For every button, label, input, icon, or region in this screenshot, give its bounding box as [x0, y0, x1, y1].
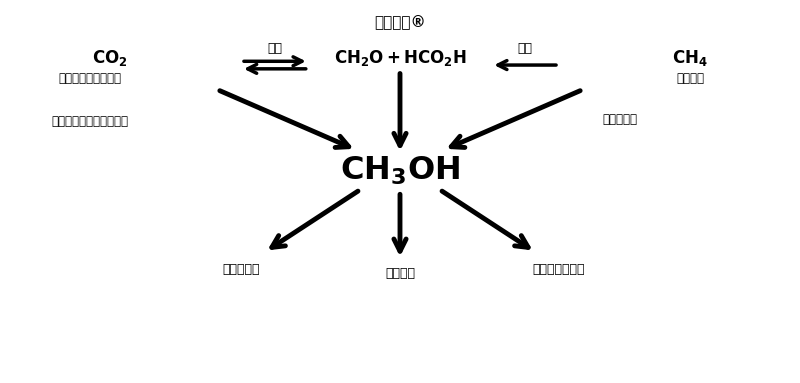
Text: 还原: 还原: [268, 42, 282, 55]
Text: 选择性氧化: 选择性氧化: [602, 113, 638, 126]
Text: 燃料电池: 燃料电池: [385, 267, 415, 280]
Text: 在水中加氢或电化学还原: 在水中加氢或电化学还原: [52, 115, 129, 128]
Text: $\mathbf{CH_2O + HCO_2H}$: $\mathbf{CH_2O + HCO_2H}$: [334, 47, 466, 67]
Text: $\mathbf{CH_3OH}$: $\mathbf{CH_3OH}$: [340, 155, 460, 187]
Text: 甲醇经济®: 甲醇经济®: [374, 14, 426, 29]
Text: $\mathbf{CH_4}$: $\mathbf{CH_4}$: [672, 47, 708, 67]
Text: 储能和燃料: 储能和燃料: [222, 263, 260, 276]
Text: 合成烃及其产物: 合成烃及其产物: [533, 263, 585, 276]
Text: 天然来源: 天然来源: [676, 72, 704, 85]
Text: $\mathbf{CO_2}$: $\mathbf{CO_2}$: [92, 47, 128, 67]
Text: 氧化: 氧化: [518, 42, 532, 55]
Text: 来自工业废气和大气: 来自工业废气和大气: [58, 72, 122, 85]
